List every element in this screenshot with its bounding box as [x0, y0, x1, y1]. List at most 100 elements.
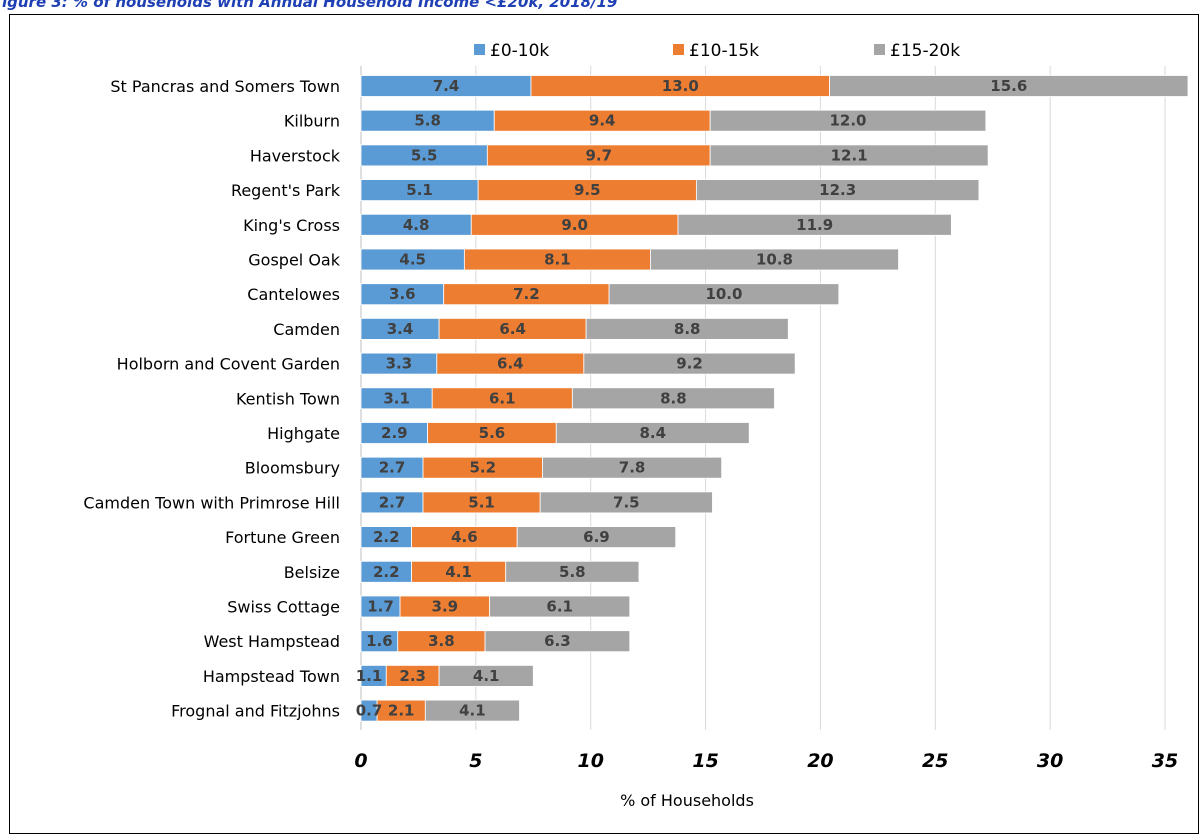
legend-label: £15-20k: [890, 41, 960, 61]
category-label: Cantelowes: [247, 285, 340, 304]
data-label: 5.2: [469, 459, 496, 477]
bar-segment: [505, 560, 640, 583]
data-label: 5.6: [479, 424, 506, 442]
data-label: 9.2: [676, 355, 703, 373]
data-label: 5.1: [468, 493, 495, 511]
data-label: 5.5: [411, 146, 438, 164]
category-label: Bloomsbury: [245, 459, 340, 478]
data-label: 6.9: [583, 528, 610, 546]
bar-segment: [516, 526, 677, 548]
legend: £0-10k £10-15k £15-20k: [474, 41, 960, 61]
bar-segment: [424, 699, 520, 722]
data-label: 4.1: [459, 702, 486, 720]
bar-segment: [489, 595, 631, 618]
data-label: 13.0: [662, 77, 699, 95]
category-label: Camden: [273, 320, 340, 339]
bar-segment: [709, 109, 987, 132]
data-label: 7.8: [619, 459, 646, 477]
x-tick-label: 25: [922, 750, 948, 772]
x-tick-label: 0: [354, 750, 367, 772]
data-label: 5.8: [559, 563, 586, 581]
category-label: Regent's Park: [231, 181, 341, 200]
bar-segment: [608, 283, 840, 306]
data-label: 4.8: [403, 216, 430, 234]
data-label: 8.8: [674, 320, 701, 338]
data-label: 8.8: [660, 389, 687, 407]
data-label: 12.0: [829, 112, 866, 130]
data-label: 9.4: [589, 112, 616, 130]
bar-segment: [555, 422, 750, 444]
bar-segment: [585, 317, 789, 340]
data-label: 0.7: [356, 702, 383, 720]
category-label: Fortune Green: [225, 528, 340, 547]
x-tick-label: 10: [577, 750, 603, 772]
category-label: Holborn and Covent Garden: [117, 355, 340, 374]
data-label: 3.6: [389, 285, 416, 303]
bar-segment: [438, 665, 534, 687]
category-label: Kentish Town: [236, 389, 340, 408]
data-label: 10.0: [705, 285, 742, 303]
data-label: 8.4: [639, 424, 666, 442]
data-label: 3.4: [387, 320, 414, 338]
data-label: 3.3: [386, 355, 413, 373]
data-label: 3.8: [428, 632, 455, 650]
bar-segment: [539, 491, 713, 514]
category-label: Belsize: [284, 563, 340, 582]
bars: [360, 75, 1189, 722]
data-label: 2.7: [379, 459, 406, 477]
category-label: Haverstock: [250, 146, 341, 165]
data-label: 6.1: [489, 389, 516, 407]
x-tick-label: 20: [807, 750, 833, 772]
data-label: 12.3: [819, 181, 856, 199]
legend-swatch: [874, 44, 885, 55]
bar-segment: [677, 213, 952, 236]
bar-segment: [583, 352, 796, 375]
data-label: 8.1: [544, 251, 571, 269]
data-label: 1.1: [356, 667, 383, 685]
category-label: King's Cross: [243, 216, 340, 235]
data-label: 7.2: [513, 285, 540, 303]
data-label: 3.9: [432, 598, 459, 616]
bar-segment: [695, 179, 980, 202]
data-label: 3.1: [383, 389, 410, 407]
x-axis-title: % of Households: [620, 791, 754, 810]
data-label: 9.0: [561, 216, 588, 234]
data-label: 7.5: [613, 493, 640, 511]
legend-swatch: [673, 44, 684, 55]
category-label: Camden Town with Primrose Hill: [83, 493, 340, 512]
category-label: West Hampstead: [204, 632, 340, 651]
data-label: 6.4: [497, 355, 524, 373]
data-label: 4.5: [399, 251, 426, 269]
data-label: 15.6: [990, 77, 1027, 95]
data-label: 4.1: [445, 563, 472, 581]
value-labels: 7.4 13.0 15.6 5.8 9.4 12.0 5.5 9.7 12.1 5.1 9.5 12.…: [356, 77, 1028, 720]
data-label: 10.8: [756, 251, 793, 269]
data-label: 11.9: [796, 216, 833, 234]
x-tick-label: 5: [469, 750, 482, 772]
category-label: Swiss Cottage: [227, 598, 340, 617]
legend-label: £0-10k: [490, 41, 549, 61]
data-label: 5.8: [414, 112, 441, 130]
x-tick-label: 30: [1037, 750, 1063, 772]
category-label: Kilburn: [284, 112, 340, 131]
legend-swatch: [474, 44, 485, 55]
data-label: 6.3: [544, 632, 571, 650]
legend-label: £10-15k: [689, 41, 759, 61]
bar-segment: [484, 630, 631, 653]
bar-segment: [650, 248, 899, 271]
category-label: Gospel Oak: [248, 251, 340, 270]
data-label: 9.5: [574, 181, 601, 199]
data-label: 6.1: [546, 598, 573, 616]
data-label: 1.7: [367, 598, 394, 616]
bar-segment: [709, 144, 989, 167]
data-label: 4.1: [473, 667, 500, 685]
category-label: Frognal and Fitzjohns: [171, 702, 340, 721]
bar-segment: [542, 456, 723, 479]
data-label: 5.1: [406, 181, 433, 199]
category-labels: St Pancras and Somers Town Kilburn Haverst…: [83, 77, 340, 721]
x-tick-labels: 0 5 10 15 20 25 30 35: [354, 750, 1178, 772]
data-label: 7.4: [433, 77, 460, 95]
data-label: 12.1: [831, 146, 868, 164]
category-label: Hampstead Town: [203, 667, 340, 686]
